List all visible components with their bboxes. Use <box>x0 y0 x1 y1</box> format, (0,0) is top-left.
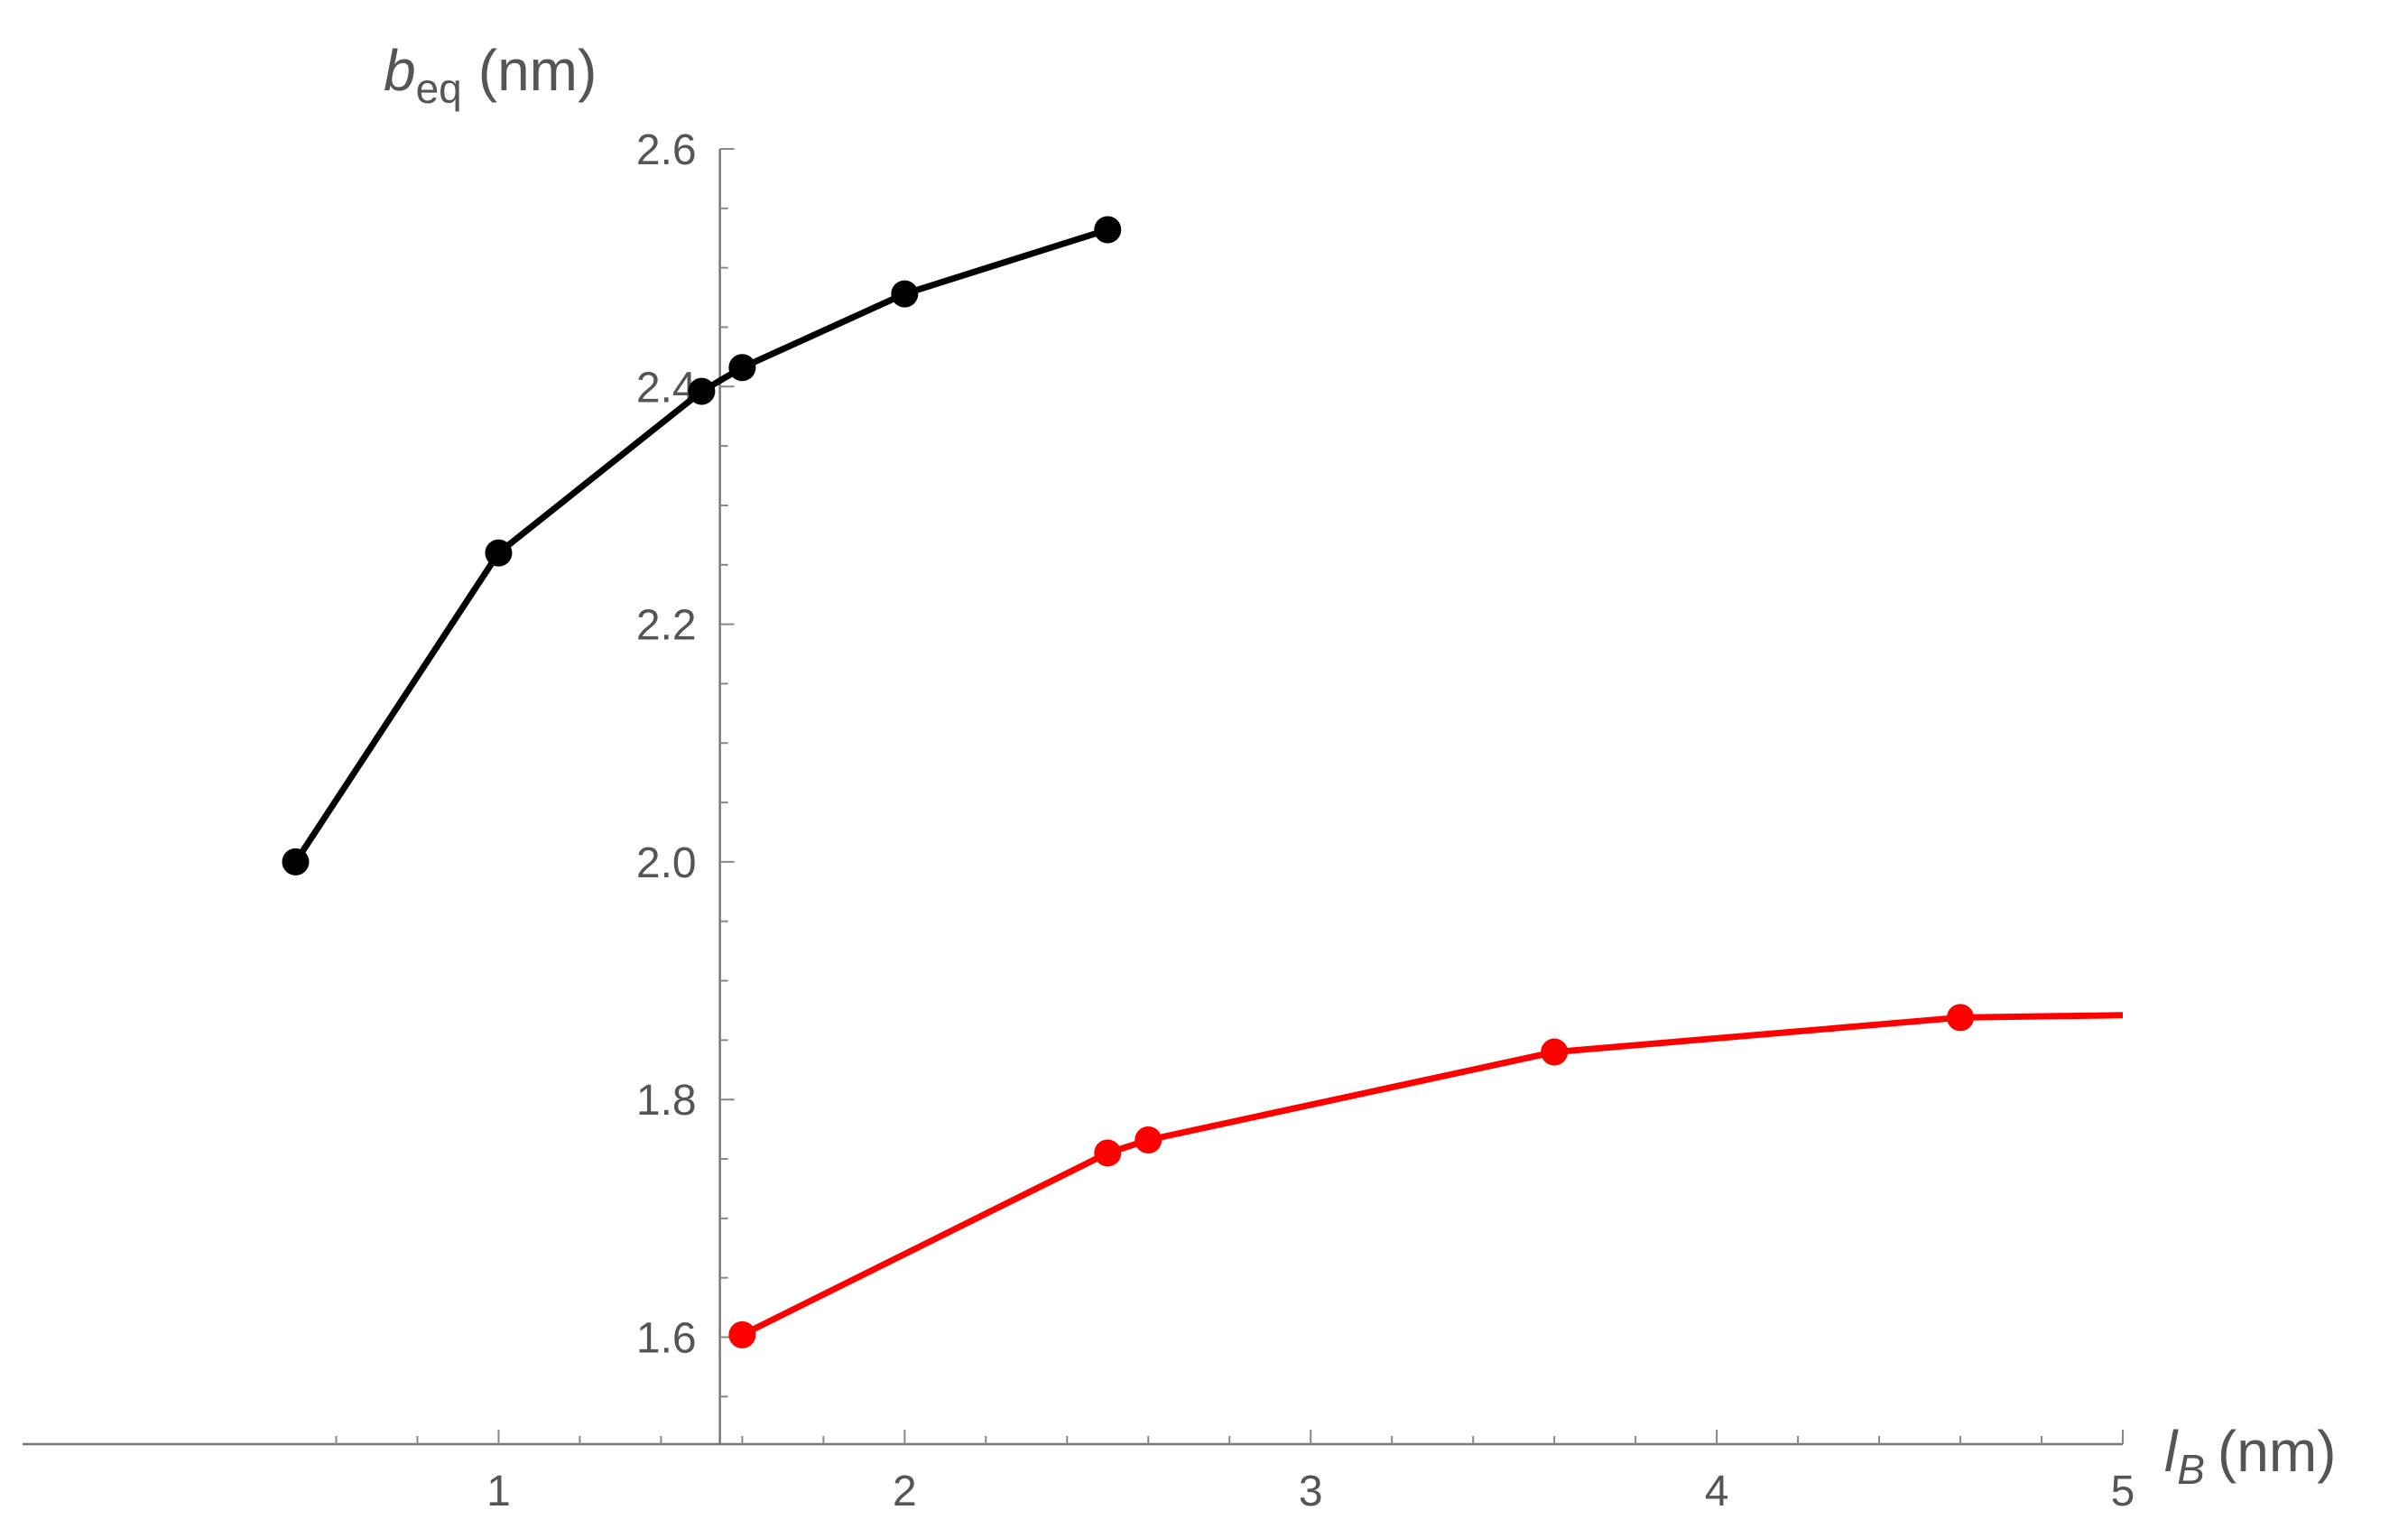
series-0 <box>282 216 1122 876</box>
y-tick-label: 2.2 <box>636 602 697 650</box>
x-tick-label: 2 <box>893 1468 917 1515</box>
series-line <box>740 1012 2124 1339</box>
data-point <box>688 377 716 405</box>
x-axis-label: lB (nm) <box>2164 1419 2336 1493</box>
y-tick-label: 1.8 <box>636 1077 697 1125</box>
y-tick-label: 2.0 <box>636 839 697 887</box>
x-tick-label: 1 <box>486 1468 511 1515</box>
y-tick-label: 1.6 <box>636 1315 697 1363</box>
data-point <box>282 848 310 876</box>
x-tick-label: 3 <box>1299 1468 1323 1515</box>
data-point <box>1135 1126 1162 1154</box>
data-point <box>728 354 756 382</box>
x-tick-label: 4 <box>1705 1468 1729 1515</box>
data-point <box>1541 1038 1569 1066</box>
data-point <box>728 1320 756 1348</box>
series-layer <box>282 216 2124 1348</box>
data-point <box>891 280 919 308</box>
series-line <box>292 227 1109 864</box>
data-point <box>485 539 513 567</box>
data-point <box>1947 1004 1975 1032</box>
data-point <box>1094 1139 1122 1167</box>
y-axis-label: beq (nm) <box>384 38 597 112</box>
x-tick-label: 5 <box>2111 1468 2135 1515</box>
y-tick-label: 2.6 <box>636 126 697 174</box>
axes: 1 2 3 4 51.61.82.02.22.42.6 <box>23 126 2135 1515</box>
axis-labels: beq (nm) lB (nm) <box>384 38 2336 1493</box>
series-1 <box>728 1004 2124 1348</box>
data-point <box>1094 216 1122 244</box>
